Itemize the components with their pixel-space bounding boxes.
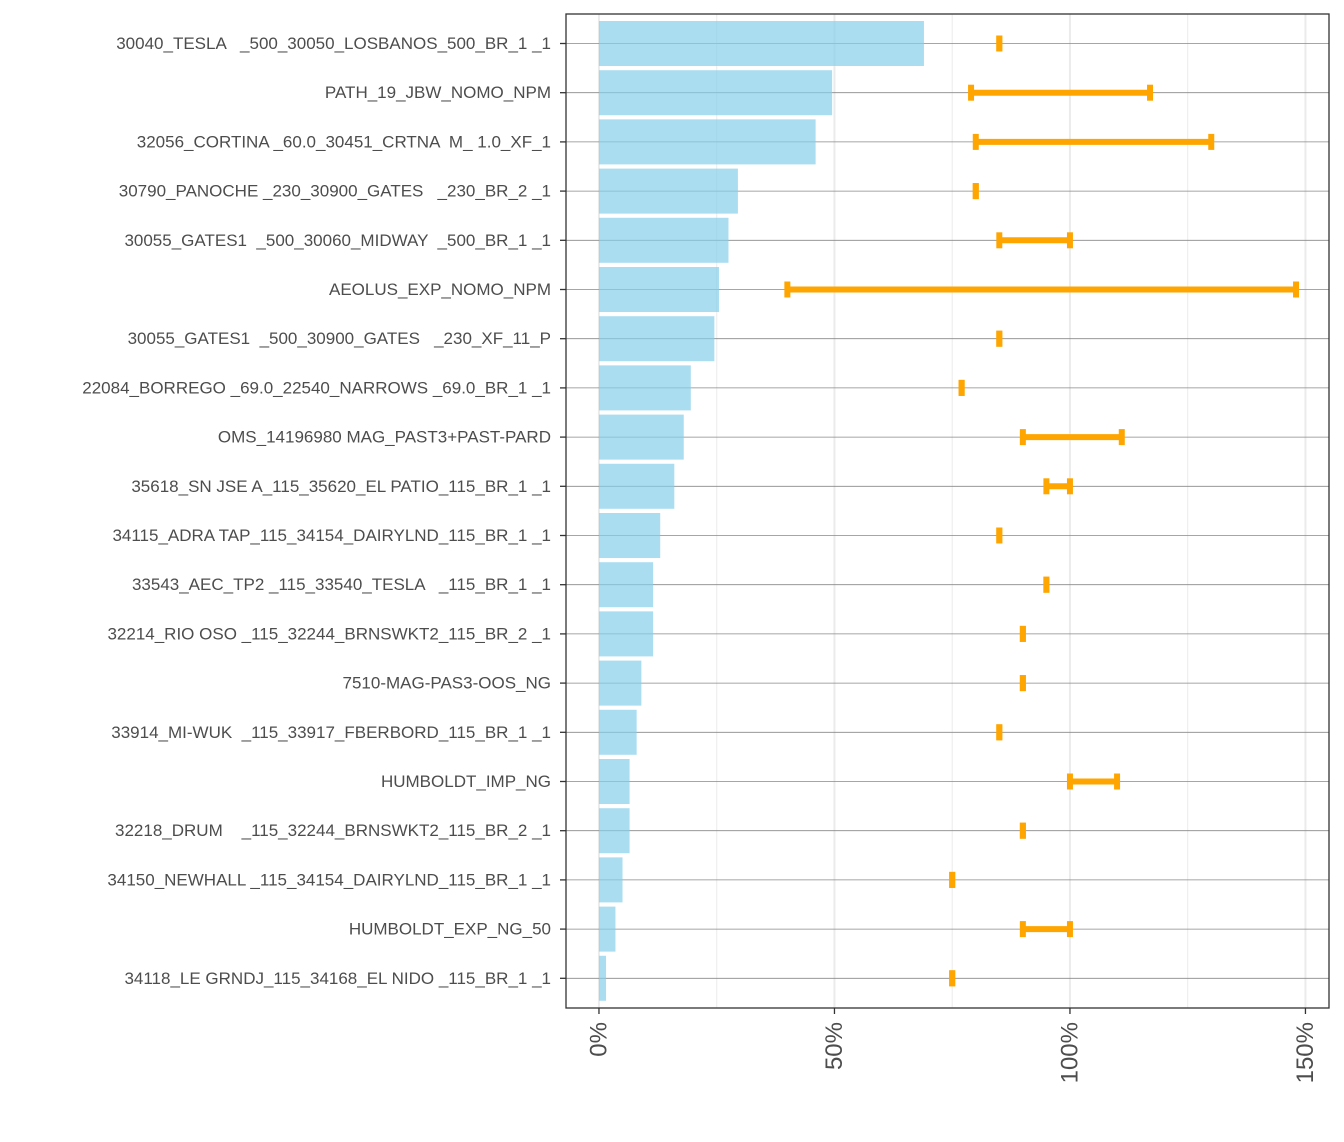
range-errorbars [784, 35, 1300, 987]
y-tick-label: 32056_CORTINA _60.0_30451_CRTNA M_ 1.0_X… [137, 132, 551, 151]
range-errorbar [1066, 773, 1121, 790]
x-tick-label: 100% [1056, 1022, 1083, 1083]
y-tick-label: OMS_14196980 MAG_PAST3+PAST-PARD [218, 428, 551, 447]
plot-panel-border [565, 13, 1330, 1009]
bar [598, 70, 833, 116]
y-tick-label: 30055_GATES1 _500_30060_MIDWAY _500_BR_1… [124, 231, 551, 250]
range-errorbar [1019, 921, 1073, 938]
y-tick-label: PATH_19_JBW_NOMO_NPM [325, 83, 551, 102]
bar [598, 611, 654, 657]
x-tick-label: 150% [1292, 1022, 1319, 1083]
y-tick-label: 30040_TESLA _500_30050_LOSBANOS_500_BR_1… [116, 34, 551, 53]
bar [598, 267, 720, 312]
y-tick-label: 34150_NEWHALL _115_34154_DAIRYLND_115_BR… [107, 870, 551, 889]
bar [598, 906, 616, 952]
y-tick-label: 22084_BORREGO _69.0_22540_NARROWS _69.0_… [82, 378, 551, 397]
bar [598, 709, 637, 755]
bar [598, 660, 642, 706]
bars [598, 21, 924, 1001]
bar [598, 119, 816, 165]
y-tick-label: AEOLUS_EXP_NOMO_NPM [329, 280, 551, 299]
bar [598, 414, 684, 460]
x-tick-label: 50% [821, 1022, 848, 1070]
range-errorbar [968, 84, 1154, 101]
bar [598, 463, 675, 509]
bar [598, 857, 623, 903]
range-errorbar [1043, 478, 1073, 495]
range-errorbar [972, 133, 1215, 150]
x-axis: 0% 50% 100% 150% [585, 1008, 1319, 1083]
range-errorbar [784, 281, 1300, 298]
range-errorbar [996, 232, 1073, 249]
y-tick-label: 30790_PANOCHE _230_30900_GATES _230_BR_2… [119, 182, 551, 201]
y-tick-label: 32218_DRUM _115_32244_BRNSWKT2_115_BR_2 … [115, 821, 551, 840]
bar [598, 808, 630, 854]
bar [598, 513, 661, 558]
bar [598, 21, 924, 66]
y-tick-label: 33543_AEC_TP2 _115_33540_TESLA _115_BR_1… [132, 575, 551, 594]
x-tick-label: 0% [585, 1022, 612, 1057]
bar [598, 316, 715, 362]
bar [598, 217, 729, 263]
y-tick-label: HUMBOLDT_IMP_NG [381, 772, 551, 791]
bar [598, 562, 654, 608]
y-tick-label: 33914_MI-WUK _115_33917_FBERBORD_115_BR_… [111, 723, 551, 742]
bar [598, 365, 691, 411]
bar [598, 955, 607, 1001]
y-axis: 30040_TESLA _500_30050_LOSBANOS_500_BR_1… [82, 34, 566, 988]
bar [598, 168, 738, 214]
y-tick-label: 32214_RIO OSO _115_32244_BRNSWKT2_115_BR… [107, 624, 551, 643]
y-tick-label: HUMBOLDT_EXP_NG_50 [349, 920, 551, 939]
y-tick-label: 34118_LE GRNDJ_115_34168_EL NIDO _115_BR… [124, 969, 551, 988]
y-tick-label: 30055_GATES1 _500_30900_GATES _230_XF_11… [128, 329, 551, 348]
y-tick-label: 7510-MAG-PAS3-OOS_NG [343, 674, 551, 693]
y-tick-label: 34115_ADRA TAP_115_34154_DAIRYLND_115_BR… [112, 526, 551, 545]
bar [598, 759, 630, 804]
range-errorbar [1019, 429, 1125, 446]
y-tick-label: 35618_SN JSE A_115_35620_EL PATIO_115_BR… [131, 477, 551, 496]
